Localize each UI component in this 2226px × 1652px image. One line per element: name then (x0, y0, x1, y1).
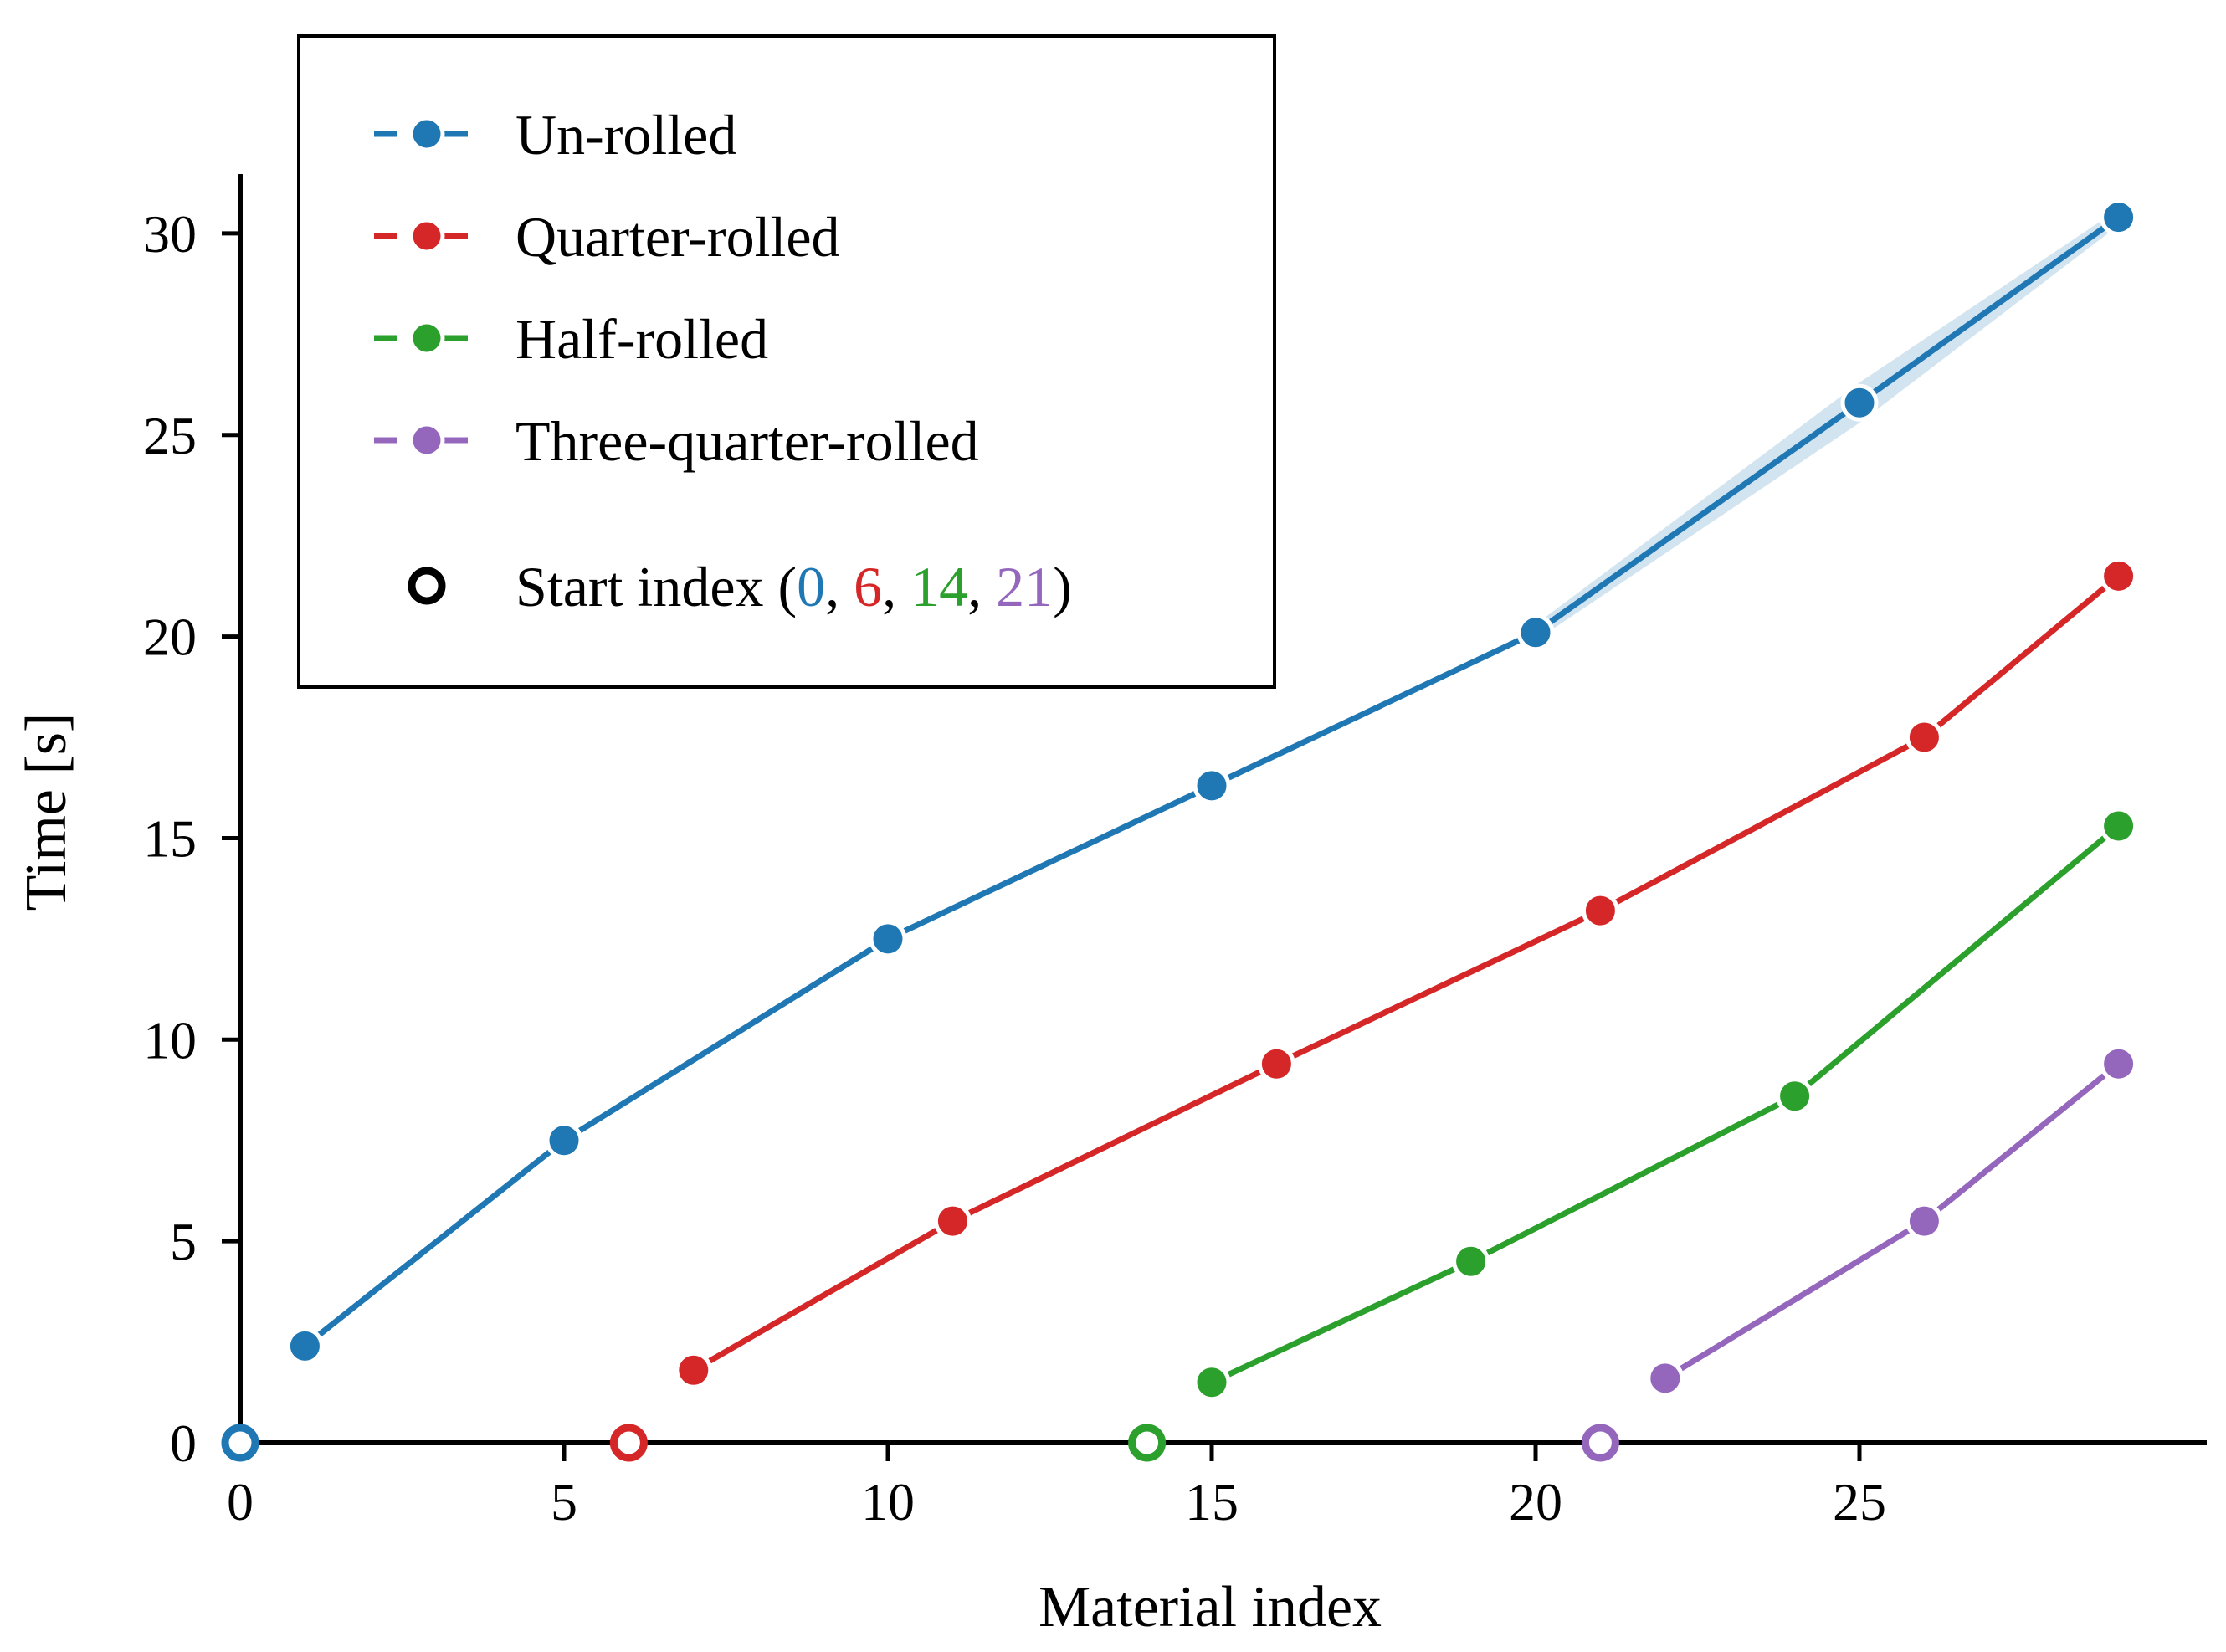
legend-swatch-marker (408, 218, 445, 254)
quarter-rolled-start-marker (609, 1424, 648, 1462)
half-rolled-line (1210, 823, 2121, 1385)
quarter-rolled-point (1257, 1044, 1295, 1083)
x-axis-title: Material index (1039, 1575, 1382, 1639)
legend-start-label: Start index (0, 6, 14, 21) (515, 555, 1072, 618)
three-quarter-rolled-start-marker (1581, 1424, 1619, 1462)
legend-start-marker (408, 567, 446, 605)
y-tick-label: 10 (143, 1010, 197, 1070)
half-rolled-point (1452, 1242, 1490, 1280)
marker-layer (221, 1424, 1619, 1462)
y-tick-label: 25 (143, 406, 197, 465)
y-tick-label: 15 (143, 808, 197, 868)
legend-item-three-quarter-rolled: Three-quarter-rolled (374, 409, 979, 473)
y-tick-label: 30 (143, 204, 197, 264)
three-quarter-rolled-point (1646, 1359, 1685, 1398)
legend-start-separator: , (967, 555, 996, 618)
three-quarter-rolled-point (2100, 1044, 2138, 1083)
three-quarter-rolled-line (1663, 1061, 2121, 1381)
un-rolled-point (545, 1121, 583, 1160)
x-tick-label: 25 (1833, 1472, 1886, 1531)
legend-swatch-marker (408, 320, 445, 357)
three-quarter-rolled-point (1905, 1202, 1943, 1240)
un-rolled-start-marker (221, 1424, 259, 1462)
legend-start-separator: , (882, 555, 910, 618)
legend-swatch-marker (408, 422, 445, 459)
quarter-rolled-point (1581, 891, 1619, 930)
un-rolled-point (869, 920, 907, 958)
half-rolled-point (1192, 1363, 1231, 1402)
x-tick-label: 0 (227, 1472, 254, 1531)
quarter-rolled-point (2100, 557, 2138, 595)
legend-label: Quarter-rolled (515, 205, 840, 269)
legend-start-value-2: 6 (854, 555, 882, 618)
half-rolled-point (1776, 1077, 1814, 1116)
tick-layer: 0 5 10 15 20 25 0 5 10 15 20 25 30 (143, 204, 1886, 1531)
legend-label: Un-rolled (515, 103, 736, 167)
un-rolled-point (1840, 383, 1879, 422)
x-tick-label: 15 (1185, 1472, 1239, 1531)
y-tick-label: 20 (143, 608, 197, 667)
quarter-rolled-line (692, 573, 2121, 1373)
x-tick-label: 5 (551, 1472, 577, 1531)
legend-start-value-3: 14 (910, 555, 967, 618)
legend-items: Un-rolled Quarter-rolled Half-rolled Three-… (374, 103, 979, 473)
legend-frame (297, 34, 1276, 689)
legend-label: Half-rolled (515, 307, 768, 371)
legend-start-separator: , (825, 555, 854, 618)
un-rolled-point (1192, 767, 1231, 805)
quarter-rolled-point (1905, 718, 1943, 757)
legend-start-value-1: 0 (797, 555, 825, 618)
half-rolled-point (2100, 807, 2138, 845)
legend: Un-rolled Quarter-rolled Half-rolled Three-… (297, 34, 1276, 689)
legend-item-un-rolled: Un-rolled (374, 103, 736, 167)
y-tick-label: 0 (170, 1413, 197, 1473)
x-tick-label: 20 (1509, 1472, 1562, 1531)
series-layer (285, 198, 2138, 1402)
legend-start-suffix: ) (1053, 555, 1072, 618)
y-tick-label: 5 (170, 1212, 197, 1271)
legend-start-value-4: 21 (996, 555, 1053, 618)
quarter-rolled-point (933, 1202, 972, 1240)
legend-label: Three-quarter-rolled (515, 409, 979, 473)
un-rolled-point (1516, 613, 1555, 652)
legend-start-prefix: Start index ( (515, 555, 797, 618)
legend-item-half-rolled: Half-rolled (374, 307, 768, 371)
un-rolled-point (2100, 198, 2138, 237)
un-rolled-point (285, 1326, 324, 1365)
y-axis-title: Time [s] (14, 713, 79, 911)
x-tick-label: 10 (861, 1472, 915, 1531)
half-rolled-start-marker (1128, 1424, 1167, 1462)
legend-swatch-marker (408, 115, 445, 152)
quarter-rolled-point (674, 1351, 713, 1389)
legend-item-quarter-rolled: Quarter-rolled (374, 205, 840, 269)
